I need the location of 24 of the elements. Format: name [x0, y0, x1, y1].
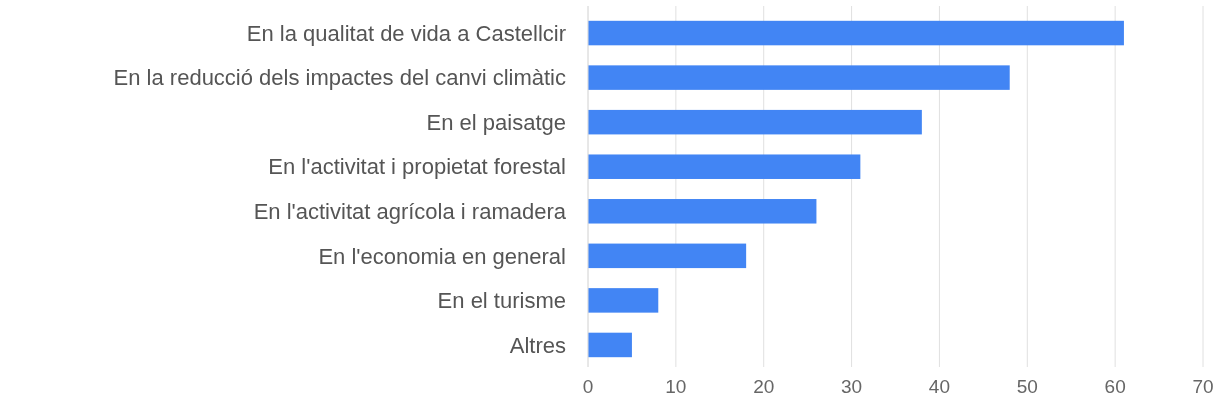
bar — [588, 154, 861, 179]
bar — [588, 332, 632, 358]
bar — [588, 199, 817, 224]
y-tick-label: Altres — [509, 332, 566, 358]
bar — [588, 243, 747, 269]
x-tick-label: 10 — [665, 376, 687, 397]
y-tick-label: En la reducció dels impactes del canvi climàtic — [113, 65, 566, 91]
y-tick-label: En la qualitat de vida a Castellcir — [246, 20, 566, 46]
x-tick-label: 60 — [1104, 376, 1126, 397]
x-tick-label: 50 — [1016, 376, 1038, 397]
y-tick-label: En el paisatge — [426, 109, 566, 135]
x-tick-label: 70 — [1192, 376, 1214, 397]
x-tick-label: 20 — [753, 376, 775, 397]
bar — [588, 20, 1124, 46]
x-tick-label: 0 — [582, 376, 594, 397]
y-tick-label: En el turisme — [437, 288, 566, 314]
x-tick-label: 30 — [841, 376, 863, 397]
bar — [588, 288, 659, 313]
bar — [588, 65, 1010, 90]
x-tick-label: 40 — [928, 376, 950, 397]
y-tick-label: En l'economia en general — [318, 243, 566, 269]
y-tick-label: En l'activitat i propietat forestal — [268, 154, 566, 180]
bar — [588, 109, 922, 135]
y-tick-label: En l'activitat agrícola i ramadera — [253, 198, 567, 224]
